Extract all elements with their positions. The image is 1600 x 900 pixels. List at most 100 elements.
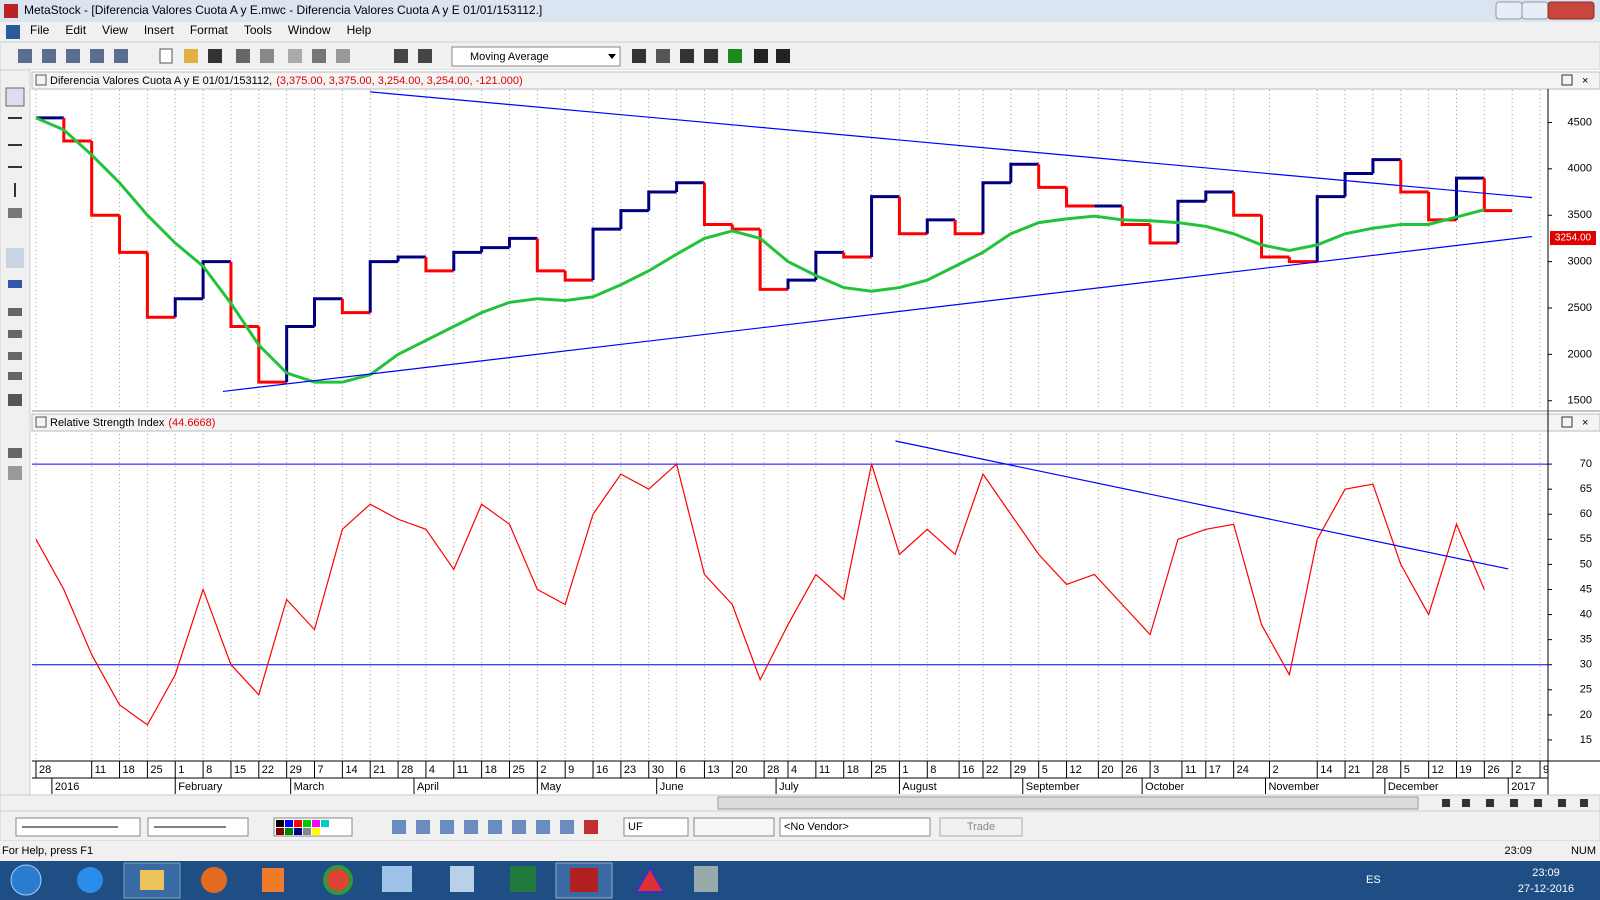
swatch[interactable]	[285, 820, 293, 827]
tool-pointer[interactable]	[5, 87, 25, 107]
swatch[interactable]	[321, 820, 329, 827]
tool-icon[interactable]	[418, 49, 432, 63]
tool-icon[interactable]	[8, 308, 22, 316]
tool-icon[interactable]	[728, 49, 742, 63]
tool-icon[interactable]	[8, 330, 22, 338]
vendor-dropdown[interactable]	[779, 817, 931, 837]
menu-item[interactable]: File	[30, 23, 50, 37]
layout-button[interactable]	[464, 820, 478, 834]
tool-icon[interactable]	[8, 208, 22, 218]
tool-icon[interactable]	[680, 49, 694, 63]
swatch[interactable]	[312, 820, 320, 827]
x-tick-label: 18	[123, 764, 135, 776]
scroll-control[interactable]	[1462, 799, 1470, 807]
menu-item[interactable]: View	[102, 23, 128, 37]
app-calc[interactable]	[694, 866, 718, 892]
tool-icon[interactable]	[114, 49, 128, 63]
panel-maximize[interactable]	[1561, 74, 1573, 86]
app-paint[interactable]	[382, 866, 412, 892]
tool-icon[interactable]	[8, 448, 22, 458]
scroll-control[interactable]	[1580, 799, 1588, 807]
scroll-control[interactable]	[1442, 799, 1450, 807]
layout-button[interactable]	[512, 820, 526, 834]
tool-icon[interactable]	[8, 372, 22, 380]
trade-button[interactable]	[939, 817, 1023, 837]
scroll-control[interactable]	[1558, 799, 1566, 807]
start-button[interactable]	[10, 864, 42, 896]
layout-button[interactable]	[488, 820, 502, 834]
scroll-thumb[interactable]	[717, 796, 1419, 810]
app-explorer[interactable]	[123, 862, 181, 899]
tool-icon[interactable]	[8, 394, 22, 406]
tool-icon[interactable]	[159, 48, 173, 64]
tool-icon[interactable]	[42, 49, 56, 63]
scroll-control[interactable]	[1510, 799, 1518, 807]
tool-line[interactable]	[8, 144, 22, 146]
tool-icon[interactable]	[90, 49, 104, 63]
tool-icon[interactable]	[8, 280, 22, 288]
tool-cross[interactable]	[8, 117, 22, 119]
tool-icon[interactable]	[208, 49, 222, 63]
scroll-control[interactable]	[1534, 799, 1542, 807]
tool-icon[interactable]	[18, 49, 32, 63]
swatch[interactable]	[276, 828, 284, 835]
app-media[interactable]	[262, 868, 284, 892]
tool-vline[interactable]	[14, 183, 16, 197]
app-notes[interactable]	[450, 866, 474, 892]
menu-item[interactable]: Edit	[65, 23, 86, 37]
menu-item[interactable]: Insert	[144, 23, 175, 37]
price-bar	[452, 250, 482, 271]
layout-button[interactable]	[584, 820, 598, 834]
tool-icon[interactable]	[260, 49, 274, 63]
tool-icon[interactable]	[704, 49, 718, 63]
x-tick-label: 8	[930, 764, 936, 776]
layout-button[interactable]	[440, 820, 454, 834]
swatch[interactable]	[294, 828, 302, 835]
maximize-button[interactable]	[1521, 1, 1549, 20]
symbol-box[interactable]	[623, 817, 689, 837]
tool-icon[interactable]	[312, 49, 326, 63]
panel-close[interactable]: ×	[1582, 75, 1588, 87]
layout-button[interactable]	[536, 820, 550, 834]
panel-maximize[interactable]	[1561, 416, 1573, 428]
swatch[interactable]	[285, 828, 293, 835]
menu-item[interactable]: Format	[190, 23, 229, 37]
menu-item[interactable]: Help	[347, 23, 372, 37]
app-excel[interactable]	[510, 866, 536, 892]
tool-icon[interactable]	[288, 49, 302, 63]
panel-close[interactable]: ×	[1582, 417, 1588, 429]
tool-icon[interactable]	[8, 352, 22, 360]
app-chrome[interactable]	[323, 865, 353, 895]
app-firefox[interactable]	[201, 867, 227, 893]
tool-icon[interactable]	[632, 49, 646, 63]
tool-icon[interactable]	[394, 49, 408, 63]
tool-icon[interactable]	[754, 49, 768, 63]
tool-icon[interactable]	[184, 49, 198, 63]
tool-icon[interactable]	[336, 49, 350, 63]
app-icon[interactable]	[634, 866, 666, 893]
layout-button[interactable]	[392, 820, 406, 834]
scroll-control[interactable]	[1486, 799, 1494, 807]
minimize-button[interactable]	[1495, 1, 1523, 20]
tool-icon[interactable]	[66, 49, 80, 63]
app-ie[interactable]	[77, 867, 103, 893]
period-dropdown[interactable]	[693, 817, 775, 837]
tool-icon[interactable]	[8, 466, 22, 480]
menu-item[interactable]: Window	[288, 23, 331, 37]
menu-item[interactable]: Tools	[244, 23, 272, 37]
tool-icon[interactable]	[656, 49, 670, 63]
tool-icon[interactable]	[776, 49, 790, 63]
tool-icon[interactable]	[236, 49, 250, 63]
swatch[interactable]	[303, 828, 311, 835]
layout-button[interactable]	[560, 820, 574, 834]
swatch[interactable]	[303, 820, 311, 827]
close-button[interactable]	[1547, 1, 1595, 20]
layout-button[interactable]	[416, 820, 430, 834]
tool-icon[interactable]	[6, 248, 24, 268]
swatch[interactable]	[276, 820, 284, 827]
taskbar-language[interactable]: ES	[1366, 874, 1381, 886]
swatch[interactable]	[294, 820, 302, 827]
indicator-dropdown[interactable]	[451, 46, 621, 67]
swatch[interactable]	[312, 828, 320, 835]
tool-hline[interactable]	[8, 166, 22, 168]
